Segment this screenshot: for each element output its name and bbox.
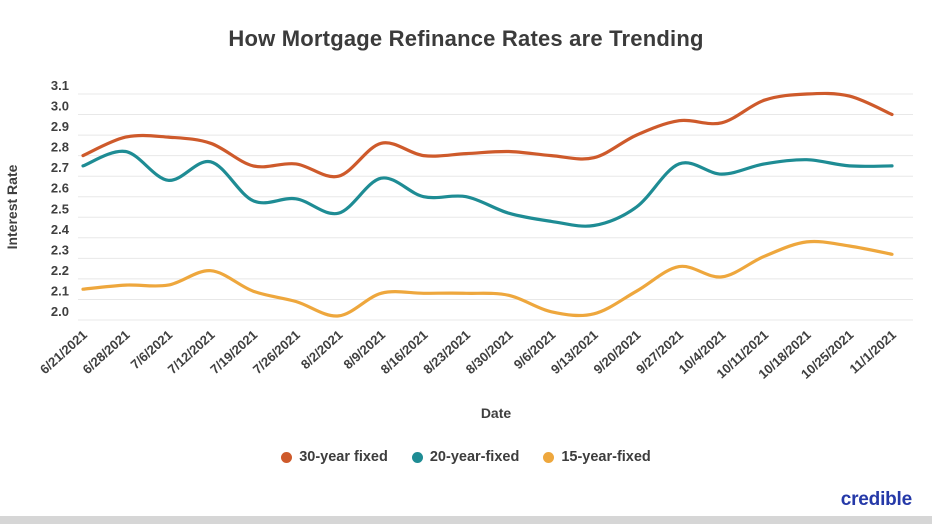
x-tick-label: 7/26/2021 xyxy=(250,327,303,377)
series-line-15-year-fixed xyxy=(81,239,894,318)
x-tick-label: 8/2/2021 xyxy=(298,327,346,372)
credible-logo: credible xyxy=(840,489,912,510)
legend-label: 20-year-fixed xyxy=(429,449,520,465)
legend-label: 30-year fixed xyxy=(299,449,388,465)
x-tick-label: 6/28/2021 xyxy=(80,327,133,377)
series-line-30-year-fixed xyxy=(81,91,894,179)
legend: 30-year fixed 20-year-fixed 15-year-fixe… xyxy=(0,446,932,468)
x-tick-label: 11/1/2021 xyxy=(847,327,899,376)
legend-dot-icon xyxy=(543,451,555,463)
legend-item-20-year-fixed: 20-year-fixed xyxy=(411,449,520,465)
y-axis-title: Interest Rate xyxy=(4,164,20,249)
y-tick-label: 2.5 xyxy=(51,201,69,216)
y-tick-label: 2.4 xyxy=(51,222,70,237)
y-tick-label: 2.2 xyxy=(51,263,69,278)
y-tick-label: 3.1 xyxy=(51,78,69,93)
legend-dot-icon xyxy=(411,451,423,463)
legend-item-15-year-fixed: 15-year-fixed xyxy=(543,449,651,465)
legend-item-30-year-fixed: 30-year fixed xyxy=(281,449,388,465)
y-tick-label: 2.8 xyxy=(51,140,69,155)
x-tick-label: 8/30/2021 xyxy=(463,327,516,377)
legend-dot-icon xyxy=(281,451,293,463)
y-tick-label: 2.0 xyxy=(51,304,69,319)
bottom-edge-strip xyxy=(0,516,932,524)
x-axis-title: Date xyxy=(481,405,512,421)
series-line-20-year-fixed xyxy=(81,149,894,228)
legend-label: 15-year-fixed xyxy=(561,449,651,465)
y-tick-label: 2.3 xyxy=(51,242,69,257)
page-title: How Mortgage Refinance Rates are Trendin… xyxy=(228,26,704,51)
y-tick-label: 2.1 xyxy=(51,284,69,299)
y-tick-label: 3.0 xyxy=(51,99,69,114)
y-tick-label: 2.9 xyxy=(51,119,69,134)
y-tick-label: 2.6 xyxy=(51,181,69,196)
y-tick-label: 2.7 xyxy=(51,160,69,175)
